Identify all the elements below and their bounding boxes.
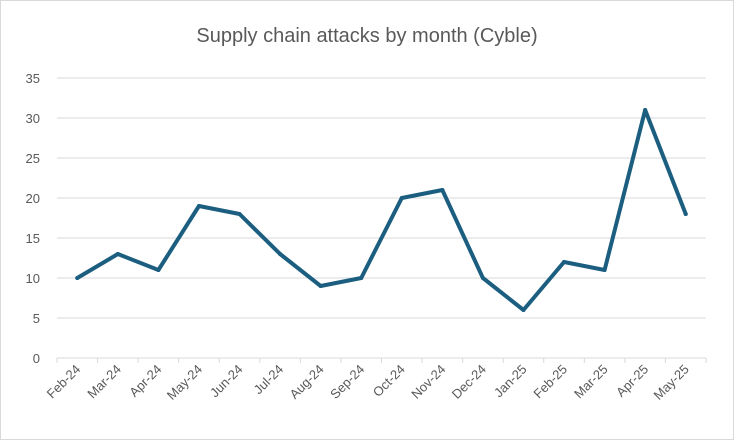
y-tick-label: 10 — [26, 271, 40, 286]
chart-title: Supply chain attacks by month (Cyble) — [196, 25, 538, 47]
x-tick-label: Jul-24 — [251, 362, 287, 398]
x-tick-label: Dec-24 — [449, 362, 489, 402]
data-point — [643, 108, 648, 112]
data-point — [278, 252, 283, 256]
x-tick-label: Apr-24 — [126, 362, 164, 400]
x-tick-label: Sep-24 — [327, 362, 367, 402]
y-tick-label: 15 — [26, 231, 40, 246]
y-tick-label: 20 — [26, 191, 40, 206]
x-tick-label: Mar-25 — [571, 362, 611, 402]
x-tick-label: Mar-24 — [84, 362, 124, 402]
data-point — [156, 268, 161, 272]
data-point — [602, 268, 607, 272]
y-tick-label: 25 — [26, 151, 40, 166]
series-line — [75, 108, 688, 312]
data-point — [237, 212, 242, 216]
data-point — [683, 212, 688, 216]
data-point — [440, 188, 445, 192]
x-tick-label: Jan-25 — [491, 362, 530, 401]
data-point — [318, 284, 323, 288]
y-tick-label: 0 — [33, 351, 40, 366]
data-point — [521, 308, 526, 312]
x-tick-label: Feb-24 — [44, 362, 84, 402]
y-tick-label: 35 — [26, 71, 40, 86]
x-tick-label: Nov-24 — [408, 362, 448, 402]
data-point — [115, 252, 120, 256]
data-point — [359, 276, 364, 280]
data-point — [196, 204, 201, 208]
x-tick-label: Feb-25 — [530, 362, 570, 402]
data-point — [480, 276, 485, 280]
y-tick-label: 30 — [26, 111, 40, 126]
x-tick-label: Oct-24 — [370, 362, 408, 400]
data-point — [75, 276, 80, 280]
x-tick-label: May-25 — [651, 362, 692, 403]
y-tick-label: 5 — [33, 311, 40, 326]
x-tick-label: May-24 — [164, 362, 205, 403]
x-tick-label: Apr-25 — [613, 362, 651, 400]
x-tick-label: Aug-24 — [287, 362, 327, 402]
data-point — [562, 260, 567, 264]
x-tick-label: Jun-24 — [207, 362, 246, 401]
data-point — [399, 196, 404, 200]
